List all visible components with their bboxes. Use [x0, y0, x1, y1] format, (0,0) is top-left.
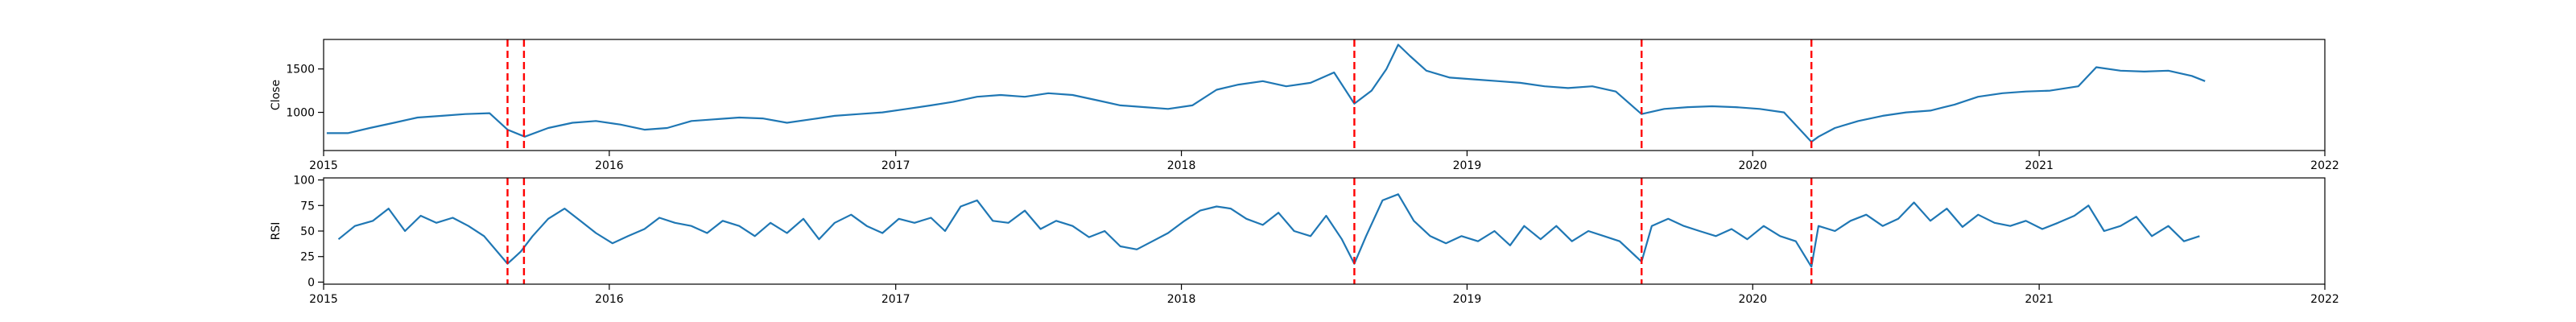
rsi-panel: 2015 2016 2017 2018 2019 2020 2021 2022 0 25 50 75 1…: [270, 175, 2339, 306]
x-tick-label: 2016: [595, 293, 624, 306]
series-line: [326, 43, 2206, 143]
y-tick-label: 25: [300, 251, 315, 264]
x-tick-label: 2022: [2310, 159, 2339, 172]
y-tick-label: 75: [300, 200, 315, 213]
y-tick-label: 50: [300, 225, 315, 238]
y-tick-label: 100: [293, 175, 315, 188]
x-tick-label: 2022: [2310, 293, 2339, 306]
close-price-panel: 2015 2016 2017 2018 2019 2020 2021 2022 1000 1500…: [270, 39, 2339, 172]
y-tick-label: 1000: [286, 107, 315, 120]
x-tick-label: 2019: [1453, 293, 1482, 306]
x-tick-label: 2018: [1167, 159, 1196, 172]
x-tick-label: 2020: [1738, 159, 1767, 172]
x-tick-label: 2021: [2025, 159, 2054, 172]
y-tick-label: 0: [308, 276, 315, 289]
plot-frame: [323, 177, 2326, 285]
x-tick-label: 2017: [881, 159, 910, 172]
x-tick-label: 2019: [1453, 159, 1482, 172]
x-tick-label: 2021: [2025, 293, 2054, 306]
y-tick-label: 1500: [286, 64, 315, 76]
y-axis-label: Close: [270, 80, 283, 110]
series-line: [337, 193, 2200, 268]
x-tick-label: 2017: [881, 293, 910, 306]
x-tick-label: 2015: [309, 293, 338, 306]
y-axis-label: RSI: [270, 222, 283, 241]
x-tick-label: 2020: [1738, 293, 1767, 306]
plot-frame: [323, 39, 2326, 151]
x-tick-label: 2015: [309, 159, 338, 172]
x-tick-label: 2016: [595, 159, 624, 172]
x-tick-label: 2018: [1167, 293, 1196, 306]
